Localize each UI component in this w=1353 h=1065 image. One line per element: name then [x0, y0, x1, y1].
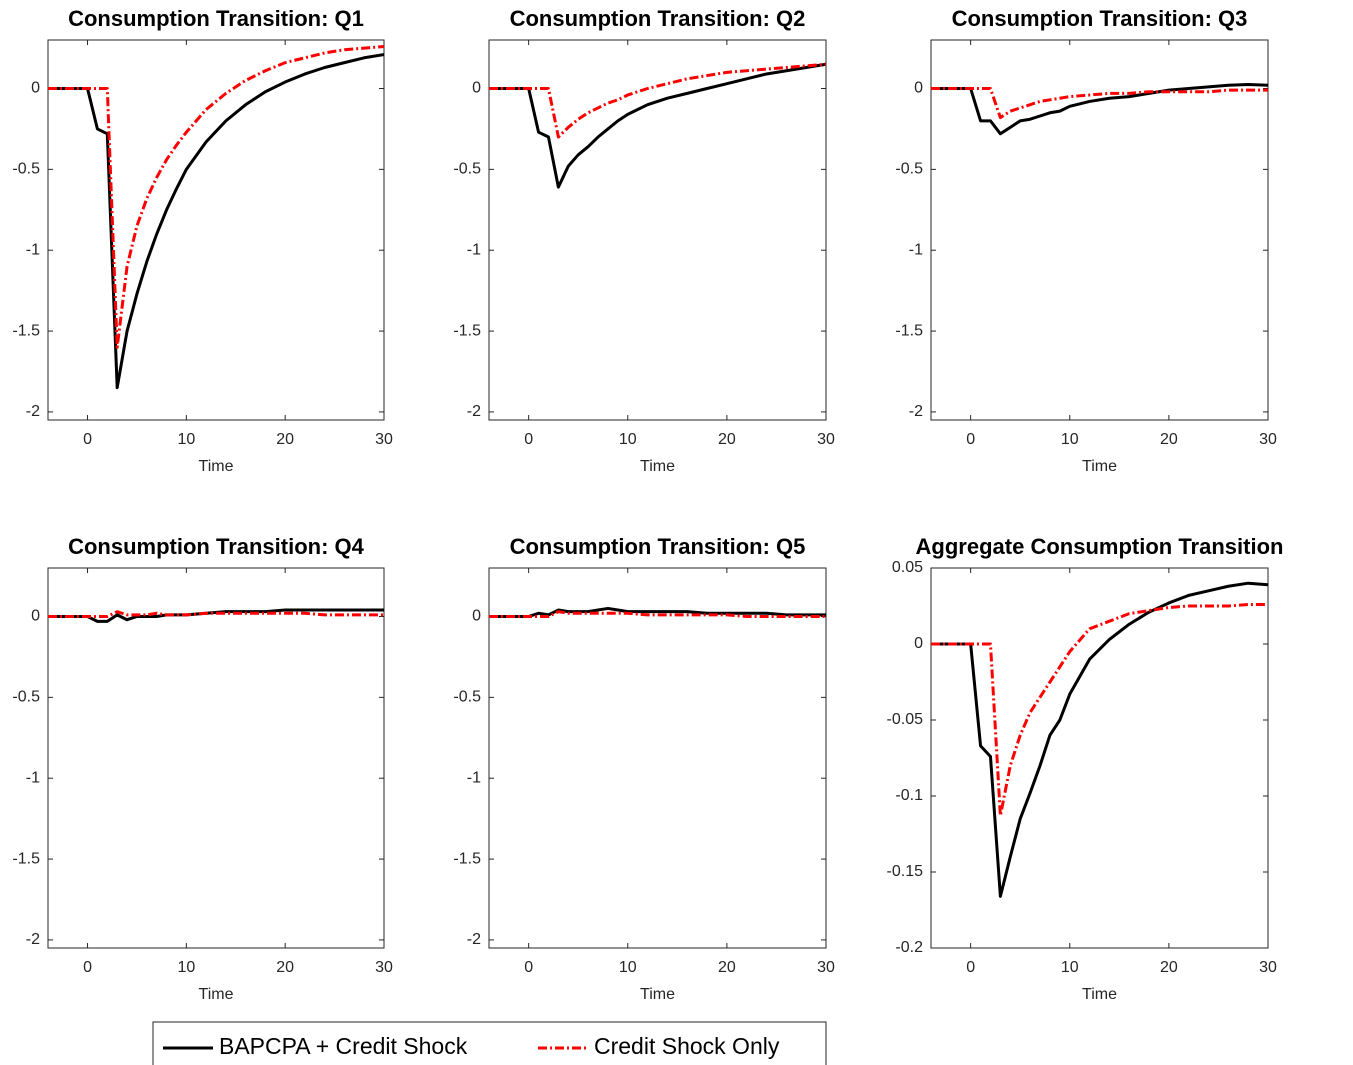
y-tick-label: -0.5 — [12, 689, 40, 706]
y-tick-label: -0.2 — [895, 939, 923, 956]
data-line — [931, 82, 1269, 136]
axes-box — [488, 567, 827, 949]
x-axis-label: Time — [1082, 986, 1117, 1003]
chart-title: Consumption Transition: Q1 — [68, 6, 364, 31]
data-line — [931, 87, 1268, 120]
y-tick-label: -0.1 — [895, 787, 923, 804]
x-tick-label: 20 — [718, 959, 736, 976]
axes-box — [488, 39, 827, 421]
x-tick-label: 0 — [524, 431, 533, 448]
x-tick-label: 0 — [83, 959, 92, 976]
chart-title: Consumption Transition: Q2 — [510, 6, 806, 31]
data-line — [489, 62, 827, 189]
x-tick-label: 20 — [1160, 431, 1178, 448]
y-tick-label: -2 — [26, 931, 40, 948]
y-tick-label: -0.05 — [887, 711, 924, 728]
data-line — [48, 610, 384, 619]
y-tick-label: -1 — [26, 241, 40, 258]
y-tick-label: -1.5 — [453, 850, 481, 867]
chart-title: Aggregate Consumption Transition — [916, 534, 1284, 559]
x-axis-label: Time — [199, 986, 234, 1003]
x-tick-label: 20 — [1160, 959, 1178, 976]
x-tick-label: 30 — [817, 431, 835, 448]
y-tick-label: -2 — [909, 403, 923, 420]
chart-title: Consumption Transition: Q4 — [68, 534, 365, 559]
y-tick-label: -1 — [909, 241, 923, 258]
y-tick-label: 0 — [472, 80, 481, 97]
x-tick-label: 0 — [966, 431, 975, 448]
x-axis-label: Time — [1082, 458, 1117, 475]
x-tick-label: 10 — [177, 431, 195, 448]
x-tick-label: 30 — [375, 431, 393, 448]
y-tick-label: -1.5 — [12, 322, 40, 339]
x-axis-label: Time — [640, 458, 675, 475]
x-tick-label: 10 — [177, 959, 195, 976]
data-line — [48, 53, 385, 390]
y-tick-label: 0.05 — [892, 559, 923, 576]
legend-label: Credit Shock Only — [594, 1033, 780, 1059]
axes-box — [930, 567, 1269, 949]
x-tick-label: 10 — [619, 959, 637, 976]
y-tick-label: -0.5 — [895, 161, 923, 178]
x-tick-label: 0 — [966, 959, 975, 976]
data-line — [489, 606, 826, 619]
data-line — [931, 581, 1269, 898]
y-tick-label: -2 — [467, 403, 481, 420]
x-tick-label: 0 — [524, 959, 533, 976]
x-tick-label: 20 — [276, 959, 294, 976]
y-tick-label: 0 — [472, 608, 481, 625]
x-tick-label: 30 — [1259, 431, 1277, 448]
x-axis-label: Time — [199, 458, 234, 475]
y-tick-label: -0.15 — [887, 863, 924, 880]
x-tick-label: 10 — [619, 431, 637, 448]
y-tick-label: 0 — [914, 80, 923, 97]
x-tick-label: 30 — [375, 959, 393, 976]
y-tick-label: -0.5 — [453, 689, 481, 706]
x-tick-label: 0 — [83, 431, 92, 448]
axes-box — [47, 567, 385, 949]
axes-box — [47, 39, 385, 421]
y-tick-label: 0 — [914, 635, 923, 652]
y-tick-label: -1.5 — [12, 850, 40, 867]
chart-title: Consumption Transition: Q3 — [952, 6, 1248, 31]
x-tick-label: 30 — [817, 959, 835, 976]
y-tick-label: -1.5 — [453, 322, 481, 339]
y-tick-label: -2 — [26, 403, 40, 420]
x-tick-label: 20 — [718, 431, 736, 448]
x-tick-label: 30 — [1259, 959, 1277, 976]
x-axis-label: Time — [640, 986, 675, 1003]
y-tick-label: -1 — [26, 769, 40, 786]
y-tick-label: -1 — [467, 241, 481, 258]
x-tick-label: 10 — [1061, 959, 1079, 976]
y-tick-label: -0.5 — [12, 161, 40, 178]
data-line — [489, 610, 826, 619]
legend-label: BAPCPA + Credit Shock — [219, 1033, 468, 1059]
x-tick-label: 20 — [276, 431, 294, 448]
y-tick-label: 0 — [31, 608, 40, 625]
axes-box — [930, 39, 1269, 421]
chart-title: Consumption Transition: Q5 — [510, 534, 806, 559]
data-line — [48, 608, 384, 623]
y-tick-label: -2 — [467, 931, 481, 948]
y-tick-label: -1.5 — [895, 322, 923, 339]
data-line — [931, 602, 1268, 818]
y-tick-label: -1 — [467, 769, 481, 786]
data-line — [48, 44, 385, 349]
y-tick-label: 0 — [31, 80, 40, 97]
x-tick-label: 10 — [1061, 431, 1079, 448]
y-tick-label: -0.5 — [453, 161, 481, 178]
legend-box — [152, 1021, 827, 1065]
